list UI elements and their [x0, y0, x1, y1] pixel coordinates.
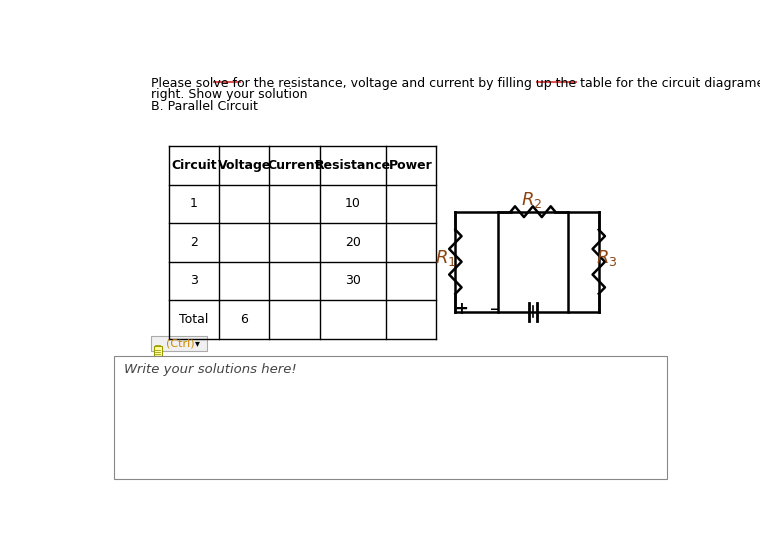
Text: +: + — [454, 300, 467, 318]
Text: Circuit: Circuit — [171, 159, 217, 172]
Text: 20: 20 — [345, 236, 361, 249]
FancyBboxPatch shape — [150, 336, 207, 351]
Text: (Ctrl): (Ctrl) — [166, 338, 195, 348]
Text: right. Show your solution: right. Show your solution — [150, 88, 307, 101]
Text: Total: Total — [179, 313, 208, 326]
Text: 10: 10 — [345, 197, 361, 210]
Text: Write your solutions here!: Write your solutions here! — [124, 362, 296, 376]
Text: B. Parallel Circuit: B. Parallel Circuit — [150, 100, 258, 113]
Text: 30: 30 — [345, 275, 361, 288]
Text: 2: 2 — [190, 236, 198, 249]
Bar — [156, 345, 160, 347]
Text: –: – — [490, 300, 500, 319]
Text: 6: 6 — [240, 313, 248, 326]
Text: ▾: ▾ — [195, 338, 200, 348]
Text: Current: Current — [268, 159, 321, 172]
Text: Please solve for the resistance, voltage and current by filling up the table for: Please solve for the resistance, voltage… — [150, 77, 760, 90]
Text: $R_1$: $R_1$ — [435, 248, 457, 268]
Text: 1: 1 — [190, 197, 198, 210]
Bar — [154, 346, 162, 356]
Text: Power: Power — [389, 159, 432, 172]
Text: 3: 3 — [190, 275, 198, 288]
Text: Voltage: Voltage — [217, 159, 271, 172]
Bar — [114, 356, 667, 479]
Text: $R_3$: $R_3$ — [596, 248, 617, 268]
Text: Resistance: Resistance — [315, 159, 391, 172]
Text: $R_2$: $R_2$ — [521, 190, 542, 210]
